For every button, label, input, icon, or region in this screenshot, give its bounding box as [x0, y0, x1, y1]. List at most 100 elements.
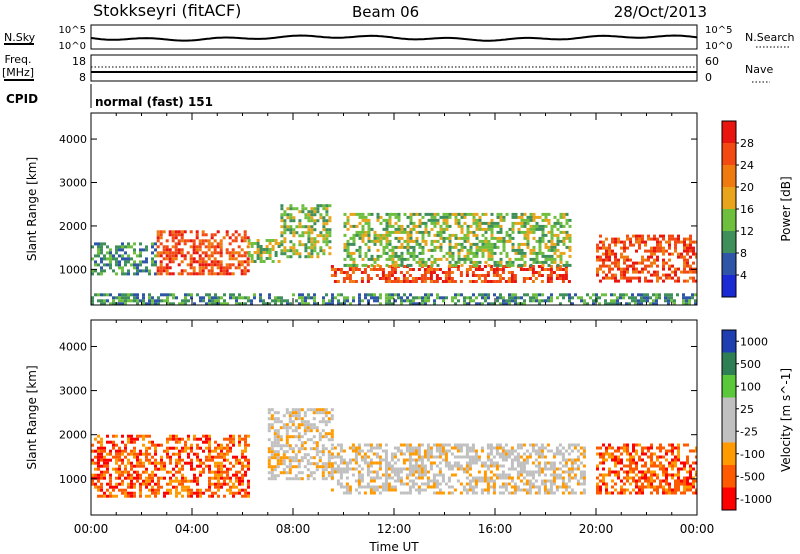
rti-cell	[472, 215, 476, 219]
rti-cell	[460, 212, 464, 216]
rti-cell	[103, 269, 106, 273]
rti-cell	[483, 274, 487, 277]
rti-cell	[390, 476, 394, 480]
rti-cell	[472, 212, 476, 216]
rti-cell	[210, 233, 214, 237]
rti-cell	[352, 296, 355, 300]
rti-cell	[133, 494, 136, 498]
rti-cell	[528, 443, 532, 447]
rti-cell	[223, 470, 226, 474]
rti-cell	[432, 455, 436, 459]
rti-cell	[270, 426, 274, 430]
rti-cell	[611, 491, 614, 495]
rti-cell	[211, 302, 214, 305]
rti-cell	[250, 299, 253, 303]
rti-cell	[626, 458, 629, 462]
rti-cell	[567, 467, 571, 471]
rti-cell	[502, 215, 506, 219]
rti-cell	[307, 225, 311, 229]
rti-cell	[270, 471, 274, 475]
rti-cell	[342, 271, 346, 274]
rti-cell	[626, 255, 629, 259]
rti-cell	[217, 464, 220, 468]
rti-cell	[481, 254, 485, 258]
rti-cell	[691, 296, 694, 300]
rti-cell	[294, 426, 298, 430]
rti-cell	[468, 467, 472, 471]
rti-cell	[372, 265, 376, 268]
rti-cell	[617, 458, 620, 462]
rti-cell	[421, 236, 425, 240]
rti-cell	[665, 261, 668, 265]
rti-cell	[342, 470, 346, 474]
rti-cell	[408, 491, 412, 495]
rti-cell	[405, 491, 409, 495]
rti-cell	[373, 242, 377, 246]
rti-cell	[294, 474, 298, 478]
rti-cell	[493, 221, 497, 225]
rti-cell	[471, 476, 475, 480]
rti-cell	[283, 237, 287, 241]
rti-cell	[490, 212, 494, 216]
rti-cell	[561, 476, 565, 480]
rti-cell	[623, 446, 626, 450]
rti-cell	[276, 450, 280, 454]
rti-cell	[436, 257, 440, 261]
rti-cell	[325, 237, 329, 241]
rti-cell	[637, 302, 640, 305]
rti-cell	[433, 233, 437, 237]
rti-cell	[647, 258, 650, 262]
rti-cell	[632, 467, 635, 471]
rti-cell	[133, 266, 136, 270]
rti-cell	[498, 443, 502, 447]
rti-cell	[686, 443, 689, 447]
rti-cell	[558, 452, 562, 456]
rti-cell	[219, 260, 223, 264]
rti-cell	[381, 449, 385, 453]
rti-cell	[301, 234, 305, 238]
rti-cell	[393, 485, 397, 489]
beam-label: Beam 06	[352, 3, 419, 21]
rti-cell	[608, 255, 611, 259]
rti-cell	[325, 243, 329, 247]
rti-cell	[127, 494, 130, 498]
rti-cell	[522, 476, 526, 480]
rti-cell	[328, 228, 332, 232]
rti-cell	[331, 296, 334, 300]
rti-cell	[325, 234, 329, 238]
rti-cell	[214, 455, 217, 459]
rti-cell	[273, 432, 277, 436]
rti-cell	[409, 212, 413, 216]
rti-cell	[376, 215, 380, 219]
rti-cell	[626, 446, 629, 450]
rti-cell	[303, 423, 307, 427]
rti-cell	[522, 482, 526, 486]
rti-cell	[683, 249, 686, 253]
rti-cell	[655, 296, 658, 300]
rti-cell	[207, 239, 211, 243]
rti-cell	[445, 296, 448, 300]
rti-cell	[439, 296, 442, 300]
rti-cell	[498, 473, 502, 477]
rti-cell	[456, 461, 460, 465]
rti-cell	[232, 437, 235, 441]
rti-cell	[351, 473, 355, 477]
rti-cell	[94, 467, 97, 471]
rti-cell	[424, 299, 427, 303]
rti-cell	[453, 443, 457, 447]
rti-cell	[172, 437, 175, 441]
rti-cell	[247, 467, 250, 471]
rti-cell	[409, 299, 412, 303]
rti-cell	[276, 420, 280, 424]
rti-cell	[628, 302, 631, 305]
rti-cell	[256, 251, 260, 254]
rti-cell	[426, 265, 430, 268]
rti-cell	[307, 228, 311, 232]
rti-cell	[459, 449, 463, 453]
rti-cell	[354, 280, 358, 283]
rti-cell	[514, 302, 517, 305]
rti-cell	[599, 455, 602, 459]
rti-cell	[276, 411, 280, 415]
rti-cell	[274, 251, 278, 254]
rti-cell	[241, 488, 244, 492]
